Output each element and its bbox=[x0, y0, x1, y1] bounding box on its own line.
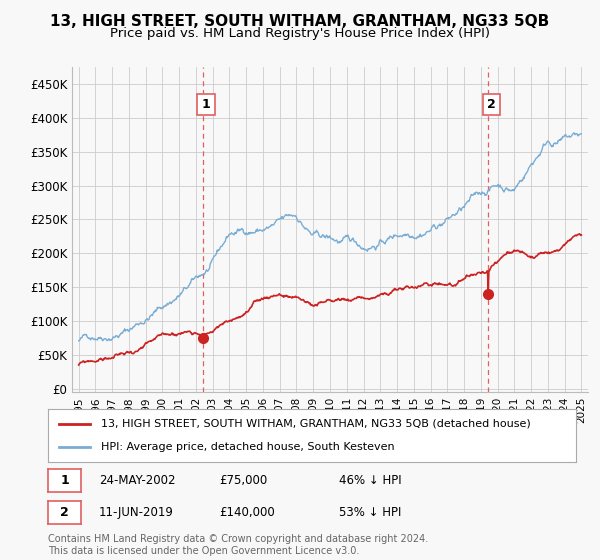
Text: 53% ↓ HPI: 53% ↓ HPI bbox=[339, 506, 401, 519]
Text: 11-JUN-2019: 11-JUN-2019 bbox=[99, 506, 174, 519]
Text: 24-MAY-2002: 24-MAY-2002 bbox=[99, 474, 176, 487]
Text: £75,000: £75,000 bbox=[219, 474, 267, 487]
Text: 46% ↓ HPI: 46% ↓ HPI bbox=[339, 474, 401, 487]
Text: 1: 1 bbox=[202, 98, 210, 111]
Text: HPI: Average price, detached house, South Kesteven: HPI: Average price, detached house, Sout… bbox=[101, 442, 394, 452]
Text: £140,000: £140,000 bbox=[219, 506, 275, 519]
Text: 13, HIGH STREET, SOUTH WITHAM, GRANTHAM, NG33 5QB (detached house): 13, HIGH STREET, SOUTH WITHAM, GRANTHAM,… bbox=[101, 419, 530, 429]
Text: 2: 2 bbox=[487, 98, 496, 111]
Text: 13, HIGH STREET, SOUTH WITHAM, GRANTHAM, NG33 5QB: 13, HIGH STREET, SOUTH WITHAM, GRANTHAM,… bbox=[50, 14, 550, 29]
Text: Price paid vs. HM Land Registry's House Price Index (HPI): Price paid vs. HM Land Registry's House … bbox=[110, 27, 490, 40]
Text: 2: 2 bbox=[60, 506, 69, 519]
Text: Contains HM Land Registry data © Crown copyright and database right 2024.
This d: Contains HM Land Registry data © Crown c… bbox=[48, 534, 428, 556]
Text: 1: 1 bbox=[60, 474, 69, 487]
